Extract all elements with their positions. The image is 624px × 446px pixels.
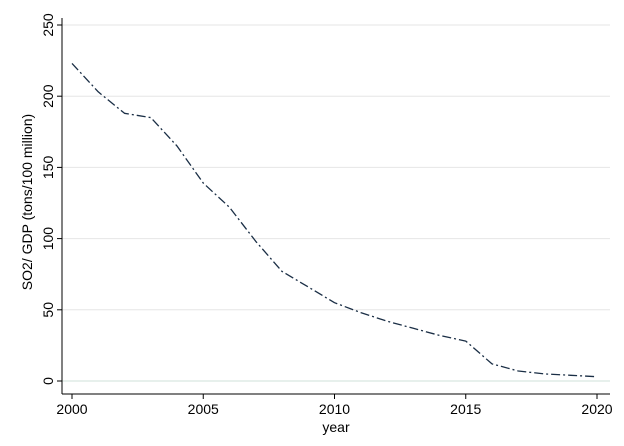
data-layer xyxy=(71,62,598,378)
series-line xyxy=(71,62,598,378)
y-axis-ticks: 0 50 100 150 200 250 xyxy=(40,13,62,385)
x-tick-label: 2010 xyxy=(319,401,350,417)
x-tick-label: 2015 xyxy=(450,401,481,417)
y-tick-label: 250 xyxy=(40,13,56,37)
x-tick-label: 2000 xyxy=(56,401,87,417)
y-tick-label: 50 xyxy=(40,302,56,318)
x-tick-label: 2020 xyxy=(581,401,612,417)
y-axis-title: SO2/ GDP (tons/100 million) xyxy=(19,114,35,290)
x-axis-title: year xyxy=(322,419,350,435)
y-tick-label: 100 xyxy=(40,227,56,251)
y-tick-label: 200 xyxy=(40,84,56,108)
x-axis-ticks: 2000 2005 2010 2015 2020 xyxy=(56,394,613,417)
x-tick-label: 2005 xyxy=(188,401,219,417)
y-tick-label: 150 xyxy=(40,156,56,180)
grid-lines xyxy=(62,24,610,382)
y-tick-label: 0 xyxy=(40,377,56,385)
axes xyxy=(61,18,610,395)
